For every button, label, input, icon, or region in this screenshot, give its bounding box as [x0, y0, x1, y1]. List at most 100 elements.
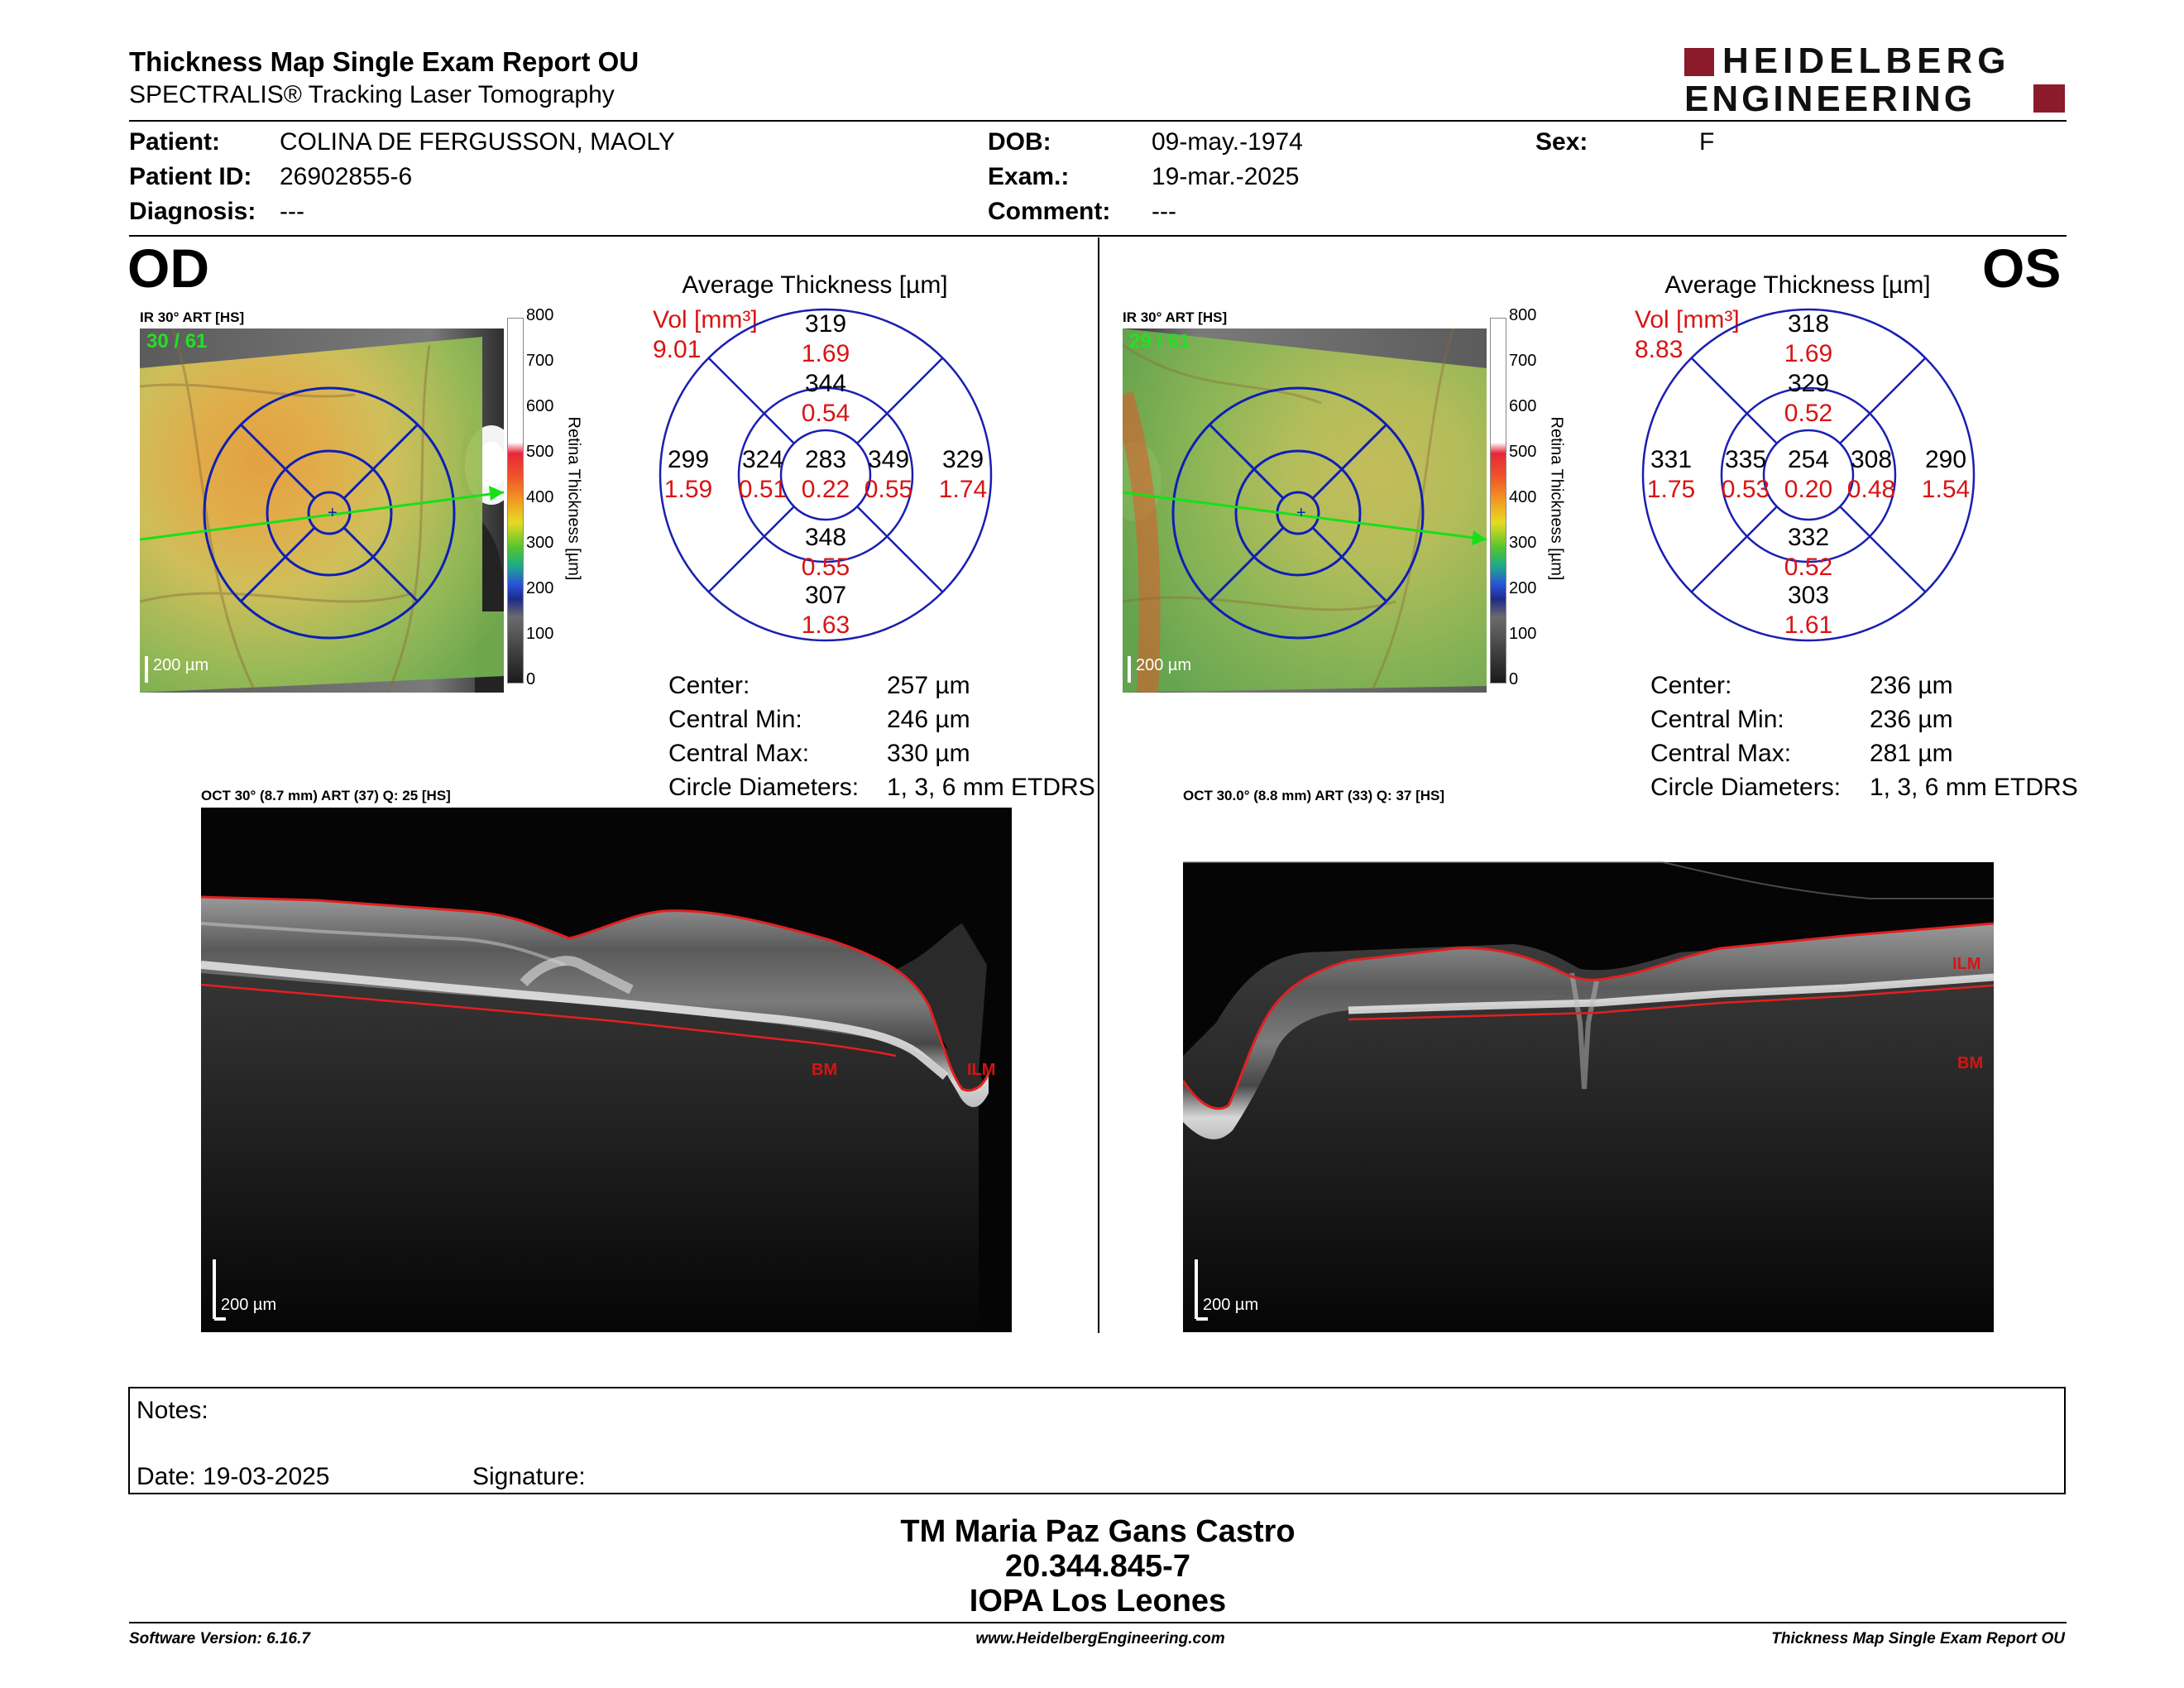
od-thickness-map: + 30 / 61 200 µm	[139, 328, 518, 693]
os-inner-nasal-thickness: 308	[1850, 446, 1893, 473]
os-inner-superior-volume: 0.52	[1784, 400, 1833, 427]
os-central-max-label: Central Max:	[1650, 740, 1792, 767]
od-tick-400: 400	[526, 488, 554, 506]
os-avg-title: Average Thickness [µm]	[1664, 271, 1931, 299]
sex-label: Sex:	[1535, 128, 1588, 156]
od-scale-label: Retina Thickness [µm]	[564, 416, 583, 581]
os-central-max-value: 281 µm	[1870, 740, 1953, 767]
exam-value: 19-mar.-2025	[1152, 163, 1300, 190]
od-central-max-value: 330 µm	[887, 740, 970, 767]
od-central-max-label: Central Max:	[668, 740, 810, 767]
od-central-min-value: 246 µm	[887, 706, 970, 733]
od-ir-label: IR 30° ART [HS]	[140, 309, 245, 325]
od-tick-100: 100	[526, 625, 554, 643]
center-divider	[1098, 237, 1099, 1333]
patient-name: COLINA DE FERGUSSON, MAOLY	[280, 128, 675, 156]
os-tick-800: 800	[1509, 306, 1537, 324]
od-inner-temporal-volume: 0.51	[738, 476, 788, 503]
os-inner-inferior-cell: 332 0.52	[1767, 523, 1850, 583]
os-outer-inferior-thickness: 303	[1787, 582, 1830, 609]
software-version: Software Version: 6.16.7	[129, 1630, 310, 1647]
os-outer-superior-thickness: 318	[1787, 310, 1830, 338]
od-inner-nasal-volume: 0.55	[864, 476, 913, 503]
od-tick-0: 0	[526, 670, 536, 688]
od-circle-diameters-value: 1, 3, 6 mm ETDRS	[887, 774, 1095, 801]
os-frame-counter: 29 / 61	[1129, 330, 1190, 352]
od-outer-temporal-volume: 1.59	[663, 476, 713, 503]
od-outer-temporal-thickness: 299	[667, 446, 710, 473]
od-stats-labels: Center: Central Min: Central Max: Circle…	[668, 669, 859, 804]
logo-text-bottom: ENGINEERING	[1684, 79, 1976, 119]
os-etdrs-grid: 254 0.20 329 0.52 332 0.52 335 0.53 308 …	[1641, 308, 1976, 642]
os-inner-temporal-volume: 0.53	[1721, 476, 1770, 503]
os-center-cell: 254 0.20	[1767, 445, 1850, 505]
od-ilm-label: ILM	[967, 1061, 996, 1079]
od-center-thickness: 283	[804, 446, 847, 473]
od-inner-nasal-thickness: 349	[867, 446, 910, 473]
patient-id-value: 26902855-6	[280, 163, 413, 190]
od-outer-superior-cell: 319 1.69	[784, 309, 867, 369]
od-outer-superior-thickness: 319	[804, 310, 847, 338]
os-ilm-label: ILM	[1952, 955, 1981, 973]
dob-value: 09-may.-1974	[1152, 128, 1303, 156]
od-scale-ticks: 800 700 600 500 400 300 200 100 0	[526, 306, 559, 695]
os-outer-temporal-volume: 1.75	[1646, 476, 1696, 503]
os-tick-0: 0	[1509, 670, 1519, 688]
od-circle-diameters-label: Circle Diameters:	[668, 774, 860, 801]
report-title: Thickness Map Single Exam Report OU	[129, 46, 639, 77]
od-tick-500: 500	[526, 443, 554, 461]
signature-label[interactable]: Signature:	[472, 1463, 586, 1490]
os-tick-500: 500	[1509, 443, 1537, 461]
header-rule	[129, 120, 2067, 122]
website-link[interactable]: www.HeidelbergEngineering.com	[975, 1630, 1225, 1647]
os-thickness-map: + 29 / 61 200 µm	[1109, 328, 1487, 693]
date-label: Date: 19-03-2025	[136, 1463, 330, 1490]
od-oct-bscan: BM ILM 200 µm	[200, 808, 1012, 1332]
notes-box: Notes: Date: 19-03-2025 Signature:	[128, 1387, 2066, 1494]
os-center-thickness: 254	[1787, 446, 1830, 473]
os-outer-nasal-volume: 1.54	[1921, 476, 1971, 503]
od-ir-scale-bar	[145, 656, 148, 683]
os-center-label: Center:	[1650, 672, 1732, 699]
os-inner-inferior-thickness: 332	[1787, 524, 1830, 551]
os-outer-superior-cell: 318 1.69	[1767, 309, 1850, 369]
svg-text:+: +	[1296, 504, 1306, 522]
od-ir-scale-label: 200 µm	[153, 656, 209, 674]
od-inner-superior-thickness: 344	[804, 370, 847, 397]
os-circle-diameters-label: Circle Diameters:	[1650, 774, 1842, 801]
signer-institution: IOPA Los Leones	[969, 1584, 1227, 1618]
sex-value: F	[1699, 128, 1715, 156]
os-oct-bscan: ILM BM 200 µm	[1181, 808, 1995, 1332]
os-oct-scale-label: 200 µm	[1203, 1296, 1259, 1314]
od-tick-300: 300	[526, 534, 554, 552]
os-tick-400: 400	[1509, 488, 1537, 506]
os-outer-nasal-cell: 290 1.54	[1918, 445, 1974, 505]
signer-rut: 20.344.845-7	[1005, 1549, 1190, 1584]
od-bm-label: BM	[812, 1061, 838, 1079]
patient-id-label: Patient ID:	[129, 163, 252, 190]
od-inner-inferior-cell: 348 0.55	[784, 523, 867, 583]
os-vol-value: 8.83	[1635, 336, 1684, 363]
od-inner-temporal-cell: 324 0.51	[738, 445, 788, 505]
od-tick-700: 700	[526, 352, 554, 370]
od-outer-temporal-cell: 299 1.59	[660, 445, 716, 505]
os-stats-labels: Center: Central Min: Central Max: Circle…	[1650, 669, 1841, 804]
os-bm-label: BM	[1957, 1054, 1984, 1072]
od-outer-nasal-volume: 1.74	[938, 476, 988, 503]
os-outer-temporal-thickness: 331	[1650, 446, 1693, 473]
os-center-volume: 0.20	[1784, 476, 1833, 503]
dob-label: DOB:	[988, 128, 1051, 156]
od-center-value: 257 µm	[887, 672, 970, 699]
od-eye-label: OD	[127, 237, 209, 299]
os-tick-200: 200	[1509, 579, 1537, 597]
os-outer-inferior-cell: 303 1.61	[1767, 581, 1850, 640]
os-ir-scale-label: 200 µm	[1136, 656, 1192, 674]
os-circle-diameters-value: 1, 3, 6 mm ETDRS	[1870, 774, 2078, 801]
os-tick-600: 600	[1509, 397, 1537, 415]
od-outer-nasal-thickness: 329	[941, 446, 984, 473]
os-scale-label: Retina Thickness [µm]	[1547, 416, 1566, 581]
svg-text:+: +	[328, 504, 338, 522]
od-frame-counter: 30 / 61	[146, 330, 208, 352]
notes-label[interactable]: Notes:	[136, 1397, 208, 1424]
os-inner-inferior-volume: 0.52	[1784, 554, 1833, 581]
